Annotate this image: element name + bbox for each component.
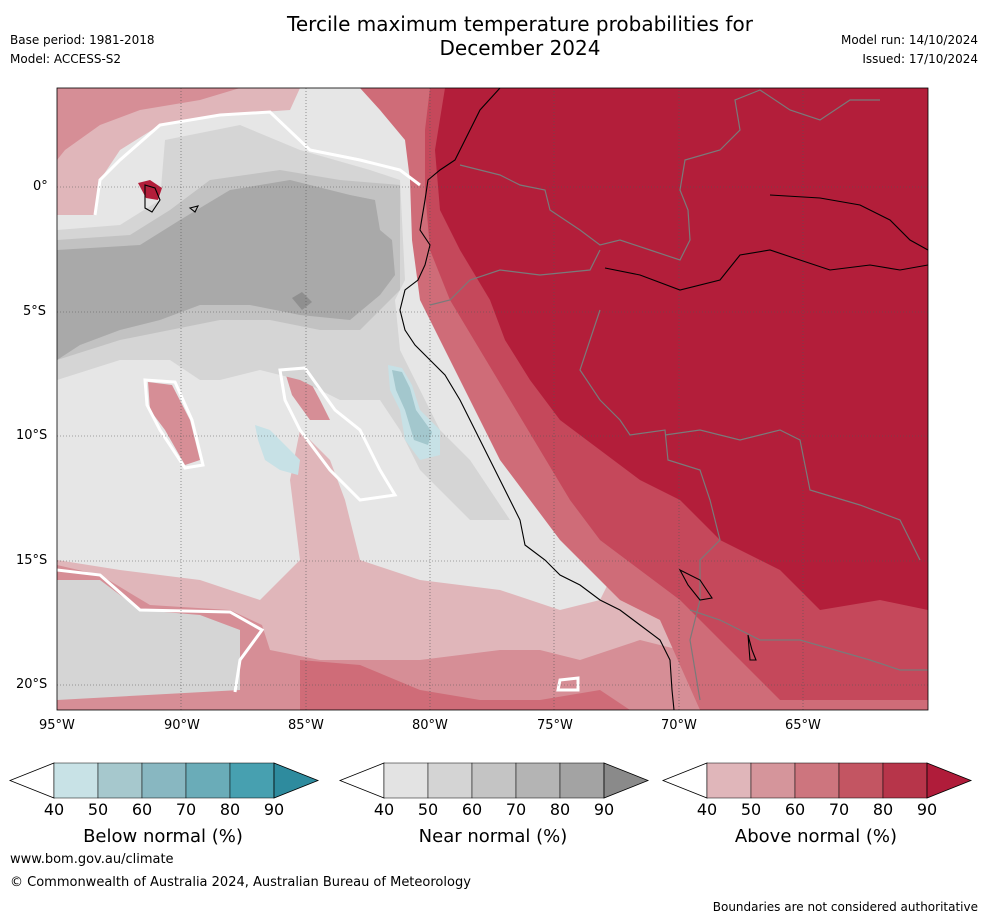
colorbar-tick-label: 40 — [43, 800, 65, 819]
field-above-50-north — [57, 88, 300, 215]
contour-40-west-blob — [143, 378, 205, 470]
map-gridlines — [57, 88, 928, 710]
colorbar-segment — [185, 762, 231, 799]
colorbar-segment — [794, 762, 840, 799]
field-below-60-coast — [392, 370, 432, 445]
colorbar-tick-label: 90 — [916, 800, 938, 819]
colorbar-segment — [882, 762, 928, 799]
field-near-50-south — [57, 580, 240, 700]
field-above-90-island — [138, 180, 162, 200]
field-above-60-west — [148, 382, 200, 465]
colorbar-segment — [53, 762, 99, 799]
colorbar-tick-label: 70 — [505, 800, 527, 819]
colorbar-tick-label: 70 — [175, 800, 197, 819]
colorbar-tick-label: 60 — [784, 800, 806, 819]
lat-tick-10s: 10°S — [16, 428, 48, 443]
lon-tick-95w: 95°W — [39, 718, 75, 733]
lon-tick-90w: 90°W — [164, 718, 200, 733]
colorbar-segment — [141, 762, 187, 799]
colorbar-tick-label: 80 — [549, 800, 571, 819]
footer-copyright: © Commonwealth of Australia 2024, Austra… — [10, 875, 471, 890]
colorbar-above — [661, 762, 973, 799]
lat-tick-5s: 5°S — [23, 304, 47, 319]
colorbar-tick-label: 60 — [131, 800, 153, 819]
lon-tick-80w: 80°W — [412, 718, 448, 733]
lat-tick-20s: 20°S — [16, 677, 48, 692]
colorbar-segment — [706, 762, 752, 799]
colorbar-tick-label: 40 — [373, 800, 395, 819]
colorbar-segment — [471, 762, 517, 799]
contour-40-southwest — [57, 568, 265, 693]
field-below-50-west — [255, 425, 300, 475]
footer-website: www.bom.gov.au/climate — [10, 852, 174, 867]
colorbar-near-label: Near normal (%) — [418, 826, 568, 847]
field-above-70-south — [300, 660, 630, 710]
colorbar-tick-label: 60 — [461, 800, 483, 819]
model-run: Model run: 14/10/2024 — [840, 33, 978, 47]
colorbar-below — [8, 762, 320, 799]
colorbar-tick-label: 90 — [593, 800, 615, 819]
base-period: Base period: 1981-2018 — [10, 33, 155, 47]
footer-disclaimer: Boundaries are not considered authoritat… — [712, 900, 978, 914]
colorbar-segment — [383, 762, 429, 799]
field-above-90-land — [435, 88, 928, 610]
field-above-60-mid — [285, 372, 330, 420]
lon-tick-85w: 85°W — [288, 718, 324, 733]
model-name: Model: ACCESS-S2 — [10, 52, 122, 66]
colorbar-cap-low — [661, 762, 708, 799]
colorbar-segment — [838, 762, 884, 799]
colorbar-segment — [97, 762, 143, 799]
lon-tick-65w: 65°W — [785, 718, 821, 733]
colorbar-cap-high — [603, 762, 650, 799]
map-frame — [56, 87, 929, 711]
lat-tick-15s: 15°S — [16, 553, 48, 568]
colorbar-tick-label: 50 — [417, 800, 439, 819]
colorbar-segment — [515, 762, 561, 799]
lon-tick-75w: 75°W — [537, 718, 573, 733]
colorbar-tick-label: 40 — [696, 800, 718, 819]
colorbar-tick-label: 80 — [219, 800, 241, 819]
colorbar-above-label: Above normal (%) — [734, 826, 898, 847]
field-above-60-nw — [57, 88, 240, 160]
colorbar-cap-high — [926, 762, 973, 799]
field-near-80-blob — [292, 292, 312, 310]
colorbar-tick-label: 70 — [828, 800, 850, 819]
colorbar-tick-label: 90 — [263, 800, 285, 819]
colorbar-segment — [559, 762, 605, 799]
lon-tick-70w: 70°W — [661, 718, 697, 733]
colorbar-tick-label: 80 — [872, 800, 894, 819]
colorbar-segment — [229, 762, 275, 799]
issued-date: Issued: 17/10/2024 — [862, 52, 978, 66]
title-line-1: Tercile maximum temperature probabilitie… — [287, 12, 753, 36]
map-fields — [57, 88, 928, 710]
colorbar-cap-low — [338, 762, 385, 799]
coastline — [144, 88, 928, 710]
colorbar-segment — [427, 762, 473, 799]
country-borders — [429, 89, 928, 701]
colorbar-near — [338, 762, 650, 799]
lat-tick-0: 0° — [33, 179, 48, 194]
colorbar-segment — [750, 762, 796, 799]
contour-40-north — [93, 110, 421, 216]
contour-40-south-island — [556, 676, 580, 692]
colorbar-cap-low — [8, 762, 55, 799]
page-title: Tercile maximum temperature probabilitie… — [0, 12, 988, 60]
colorbar-tick-label: 50 — [740, 800, 762, 819]
colorbar-tick-label: 50 — [87, 800, 109, 819]
colorbar-below-label: Below normal (%) — [83, 826, 243, 847]
contour-40-mid — [278, 366, 398, 502]
colorbar-cap-high — [273, 762, 320, 799]
title-line-2: December 2024 — [439, 36, 601, 60]
field-near-70 — [57, 180, 395, 360]
